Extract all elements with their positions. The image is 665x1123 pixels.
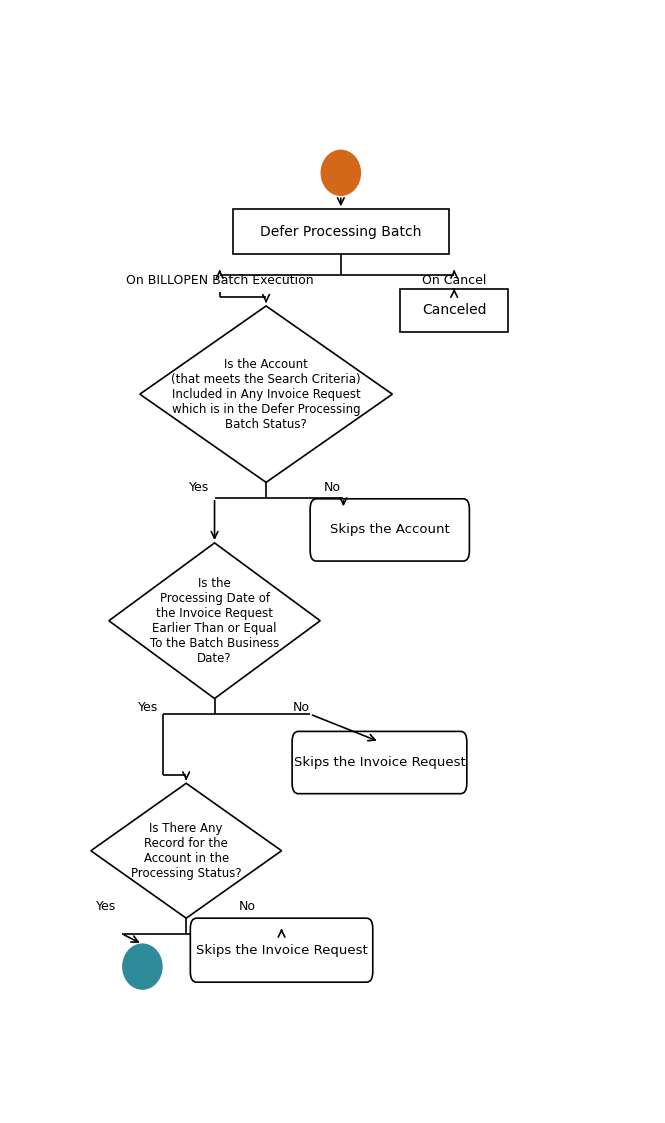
Ellipse shape (321, 150, 360, 195)
Text: Skips the Invoice Request: Skips the Invoice Request (196, 943, 368, 957)
Text: Skips the Account: Skips the Account (330, 523, 450, 537)
Text: Defer Processing Batch: Defer Processing Batch (260, 225, 422, 238)
Text: Is the Account
(that meets the Search Criteria)
Included in Any Invoice Request
: Is the Account (that meets the Search Cr… (172, 357, 361, 431)
Text: Is There Any
Record for the
Account in the
Processing Status?: Is There Any Record for the Account in t… (131, 822, 241, 879)
Text: Yes: Yes (96, 900, 116, 913)
Text: Is the
Processing Date of
the Invoice Request
Earlier Than or Equal
To the Batch: Is the Processing Date of the Invoice Re… (150, 577, 279, 665)
Polygon shape (109, 542, 321, 699)
Text: Yes: Yes (189, 481, 209, 494)
FancyBboxPatch shape (292, 731, 467, 794)
FancyBboxPatch shape (233, 209, 449, 254)
Text: No: No (293, 701, 310, 714)
Text: Canceled: Canceled (422, 303, 486, 318)
FancyBboxPatch shape (190, 919, 373, 983)
Text: On BILLOPEN Batch Execution: On BILLOPEN Batch Execution (126, 274, 313, 287)
Polygon shape (140, 305, 392, 483)
Text: No: No (239, 900, 256, 913)
Ellipse shape (123, 944, 162, 989)
Text: Yes: Yes (138, 701, 158, 714)
FancyBboxPatch shape (310, 499, 469, 562)
Polygon shape (91, 784, 281, 919)
FancyBboxPatch shape (400, 289, 508, 332)
Text: No: No (324, 481, 341, 494)
Text: Skips the Invoice Request: Skips the Invoice Request (293, 756, 465, 769)
Text: On Cancel: On Cancel (422, 274, 486, 287)
